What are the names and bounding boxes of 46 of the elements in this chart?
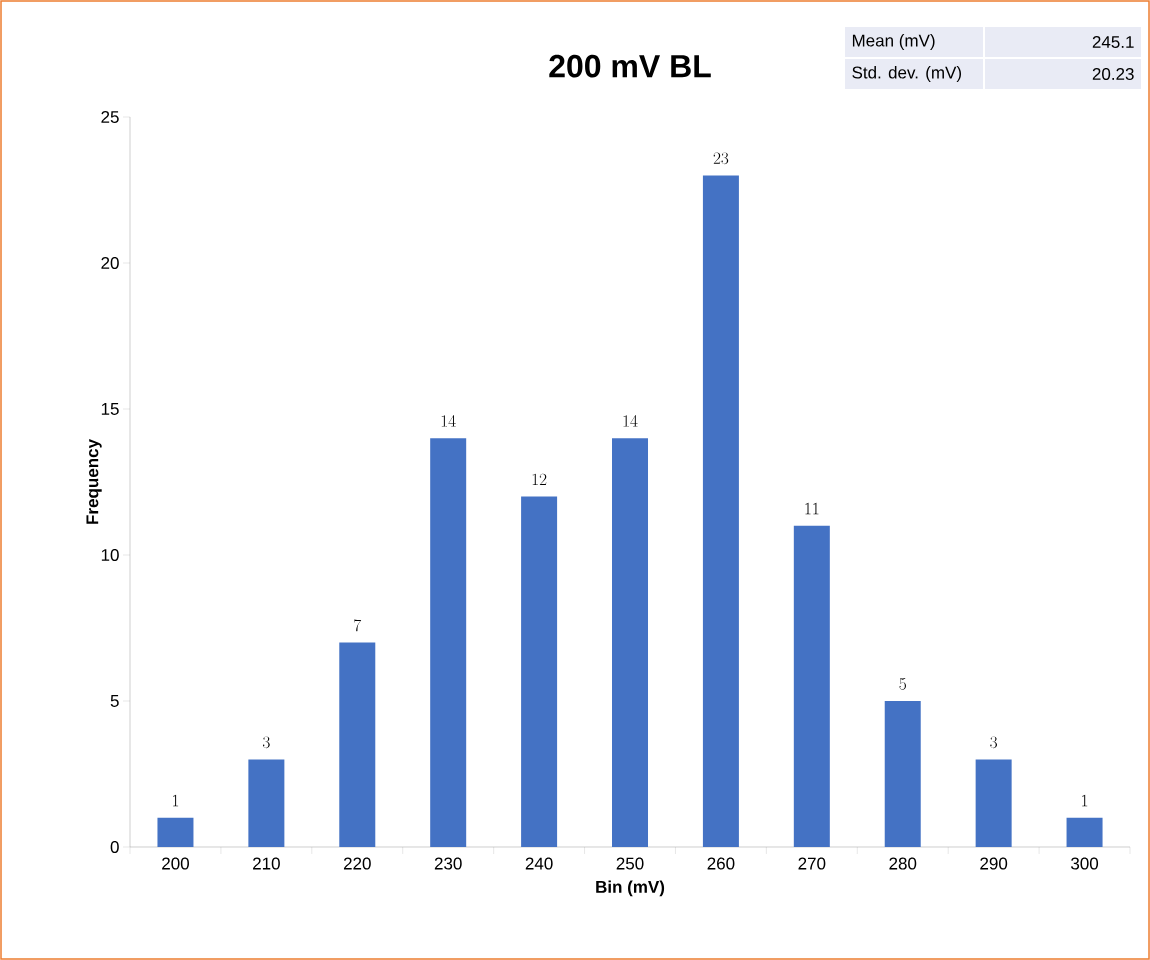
text: 245.1	[1092, 35, 1134, 49]
data-label: 1	[173, 794, 179, 807]
bar	[702, 175, 739, 847]
data-label: 1	[1082, 794, 1088, 807]
data-label: 12	[532, 473, 547, 486]
text: Mean (mV)	[852, 34, 935, 50]
bar	[793, 525, 830, 847]
text: Std. dev. (mV)	[852, 66, 962, 82]
x-tick-label: 220	[343, 857, 371, 870]
y-tick-label: 20	[101, 256, 119, 270]
data-label: 3	[990, 736, 998, 749]
bar	[1066, 817, 1103, 847]
y-axis-title: Frequency	[86, 439, 102, 524]
bar	[430, 438, 467, 847]
bar	[248, 759, 285, 847]
x-tick-label: 210	[253, 857, 280, 870]
x-tick-label: 250	[616, 857, 644, 870]
x-axis-title: Bin (mV)	[596, 880, 665, 897]
data-label: 5	[899, 678, 906, 690]
text: 20.23	[1092, 67, 1134, 81]
x-tick-label: 260	[707, 857, 735, 870]
bar	[339, 642, 376, 847]
x-tick-label: 300	[1071, 857, 1099, 870]
data-label: 3	[262, 736, 270, 749]
x-tick-label: 280	[889, 857, 917, 870]
bar	[884, 700, 921, 847]
data-label: 14	[623, 415, 638, 427]
bar	[521, 496, 558, 847]
chart-title: 200 mV BL	[549, 54, 711, 78]
x-tick-label: 290	[980, 857, 1008, 870]
x-tick-label: 230	[434, 857, 462, 870]
y-tick-label: 25	[101, 110, 119, 124]
data-label: 7	[354, 619, 362, 632]
y-tick-label: 10	[101, 548, 119, 562]
x-tick-label: 270	[798, 857, 826, 870]
y-tick-label: 15	[101, 403, 119, 415]
y-tick-label: 0	[110, 840, 119, 854]
x-tick-label: 240	[525, 857, 553, 870]
y-tick-label: 5	[110, 695, 119, 707]
x-tick-label: 200	[162, 857, 189, 870]
bar	[975, 759, 1012, 847]
bar	[157, 817, 194, 847]
data-label: 11	[805, 502, 819, 515]
data-label: 23	[713, 152, 729, 165]
data-label: 14	[441, 415, 456, 427]
bar	[612, 438, 649, 847]
